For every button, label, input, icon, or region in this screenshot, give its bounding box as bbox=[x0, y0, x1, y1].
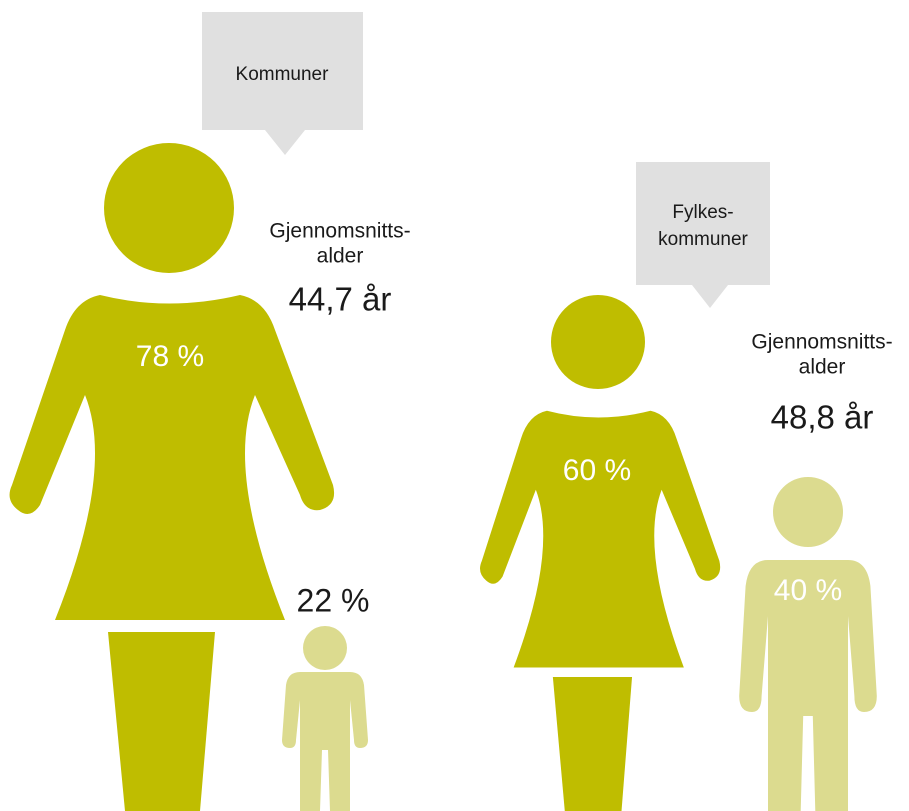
men-share: 40 % bbox=[774, 574, 842, 607]
woman-head bbox=[551, 295, 645, 389]
group-fylkeskommuner: Fylkes- kommuner Gjennomsnitts- alder 48… bbox=[480, 162, 893, 811]
speech-bubble bbox=[636, 162, 770, 308]
group-kommuner: Kommuner Gjennomsnitts- alder 44,7 år 78… bbox=[9, 12, 411, 811]
woman-body bbox=[480, 410, 721, 668]
age-label: alder bbox=[317, 245, 364, 268]
age-label: Gjennomsnitts- bbox=[269, 220, 410, 243]
men-share: 22 % bbox=[297, 582, 370, 618]
speech-bubble bbox=[202, 12, 363, 155]
women-share: 78 % bbox=[136, 340, 204, 373]
man-head bbox=[773, 477, 843, 547]
women-share: 60 % bbox=[563, 454, 631, 487]
bubble-label: Kommuner bbox=[236, 64, 330, 85]
man-head bbox=[303, 626, 347, 670]
age-label: Gjennomsnitts- bbox=[751, 331, 892, 354]
woman-legs bbox=[552, 676, 633, 811]
woman-legs bbox=[108, 632, 215, 811]
age-value: 44,7 år bbox=[289, 281, 392, 318]
age-value: 48,8 år bbox=[771, 399, 874, 436]
woman-head bbox=[104, 143, 234, 273]
bubble-label: kommuner bbox=[658, 229, 748, 250]
bubble-label: Fylkes- bbox=[672, 202, 733, 223]
man-body bbox=[282, 672, 368, 811]
age-label: alder bbox=[799, 356, 846, 379]
